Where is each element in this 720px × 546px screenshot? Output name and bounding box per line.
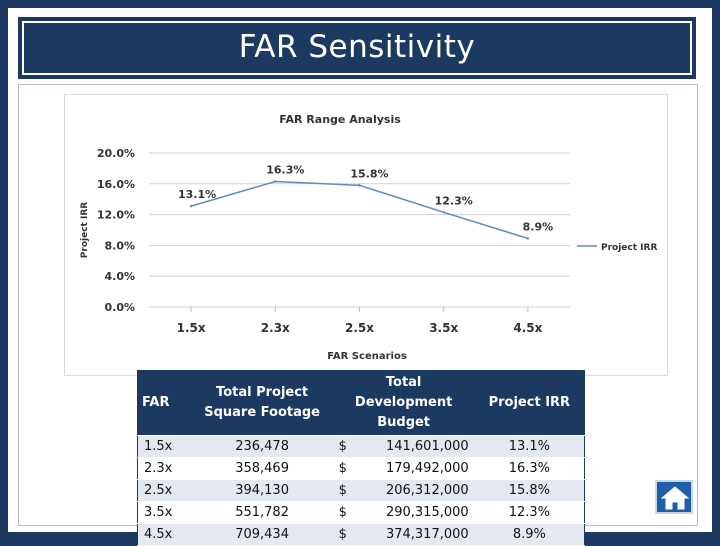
data-label: 12.3% [435, 194, 473, 207]
x-axis-label: FAR Scenarios [327, 351, 407, 362]
line-chart: FAR Range Analysis Project IRR FAR Scena… [80, 113, 657, 362]
header-budget: Total Development Budget [332, 370, 475, 436]
legend-entry-project-irr: Project IRR [601, 243, 657, 253]
slide-title: FAR Sensitivity [238, 29, 476, 65]
cell-far: 4.5x [137, 523, 192, 546]
data-point [274, 180, 277, 183]
x-tick-label: 2.3x [261, 321, 290, 335]
header-irr: Project IRR [474, 370, 585, 436]
data-label: 15.8% [350, 167, 388, 180]
table-row: 4.5x 709,434 $374,317,000 8.9% [137, 523, 585, 546]
cell-sqft: 709,434 [191, 523, 333, 546]
cell-irr: 8.9% [474, 523, 585, 546]
cell-sqft: 236,478 [191, 435, 333, 458]
cell-far: 2.3x [137, 457, 192, 480]
table-header-row: FAR Total Project Square Footage Total D… [137, 370, 585, 436]
far-data-table: FAR Total Project Square Footage Total D… [137, 370, 585, 546]
x-tick-labels: 1.5x 2.3x 2.5x 3.5x 4.5x [177, 307, 543, 335]
home-button[interactable] [655, 480, 693, 514]
cell-budget: 206,312,000 [350, 479, 475, 502]
header-sqft: Total Project Square Footage [191, 370, 333, 436]
series-line-project-irr [190, 180, 529, 240]
cell-budget: 374,317,000 [350, 523, 475, 546]
x-tick-label: 1.5x [177, 321, 206, 335]
cell-irr: 15.8% [474, 479, 585, 502]
data-point [189, 204, 193, 208]
y-tick-label: 16.0% [97, 178, 135, 191]
cell-dollar-sign: $ [332, 479, 351, 502]
cell-dollar-sign: $ [332, 435, 351, 458]
table-row: 2.5x 394,130 $206,312,000 15.8% [137, 479, 585, 502]
chart-title: FAR Range Analysis [279, 113, 401, 126]
cell-dollar-sign: $ [332, 501, 351, 524]
y-tick-label: 4.0% [104, 270, 135, 283]
x-tick-label: 2.5x [345, 321, 374, 335]
cell-far: 2.5x [137, 479, 192, 502]
chart-container: FAR Range Analysis Project IRR FAR Scena… [64, 94, 668, 376]
x-tick-label: 3.5x [429, 321, 458, 335]
table-row: 1.5x 236,478 $141,601,000 13.1% [137, 435, 585, 458]
x-tick-label: 4.5x [513, 321, 542, 335]
header-far: FAR [137, 370, 192, 436]
cell-sqft: 394,130 [191, 479, 333, 502]
cell-irr: 16.3% [474, 457, 585, 480]
series-group: 13.1% 16.3% 15.8% 12.3% 8.9% [178, 163, 554, 240]
cell-far: 1.5x [137, 435, 192, 458]
title-bar-inner-border [24, 23, 690, 73]
cell-dollar-sign: $ [332, 523, 351, 546]
cell-budget: 179,492,000 [350, 457, 475, 480]
gridlines [149, 152, 570, 308]
home-icon [661, 486, 689, 510]
legend: Project IRR [577, 243, 657, 253]
cell-sqft: 551,782 [191, 501, 333, 524]
cell-far: 3.5x [137, 501, 192, 524]
y-tick-label: 20.0% [97, 147, 135, 160]
cell-dollar-sign: $ [332, 457, 351, 480]
cell-budget: 141,601,000 [350, 435, 475, 458]
data-label: 13.1% [178, 188, 216, 201]
data-label: 8.9% [523, 220, 554, 233]
cell-irr: 12.3% [474, 501, 585, 524]
table-row: 3.5x 551,782 $290,315,000 12.3% [137, 501, 585, 524]
table-row: 2.3x 358,469 $179,492,000 16.3% [137, 457, 585, 480]
data-point [526, 237, 530, 240]
y-tick-label: 8.0% [104, 239, 135, 252]
y-tick-label: 12.0% [97, 209, 135, 222]
y-axis-label: Project IRR [80, 202, 90, 258]
data-point [358, 184, 361, 187]
data-label: 16.3% [266, 163, 304, 176]
y-tick-labels: 0.0% 4.0% 8.0% 12.0% 16.0% 20.0% [97, 147, 135, 314]
title-bar: FAR Sensitivity [18, 17, 696, 79]
cell-sqft: 358,469 [191, 457, 333, 480]
data-point [442, 211, 445, 214]
cell-budget: 290,315,000 [350, 501, 475, 524]
y-tick-label: 0.0% [104, 301, 135, 314]
cell-irr: 13.1% [474, 435, 585, 458]
